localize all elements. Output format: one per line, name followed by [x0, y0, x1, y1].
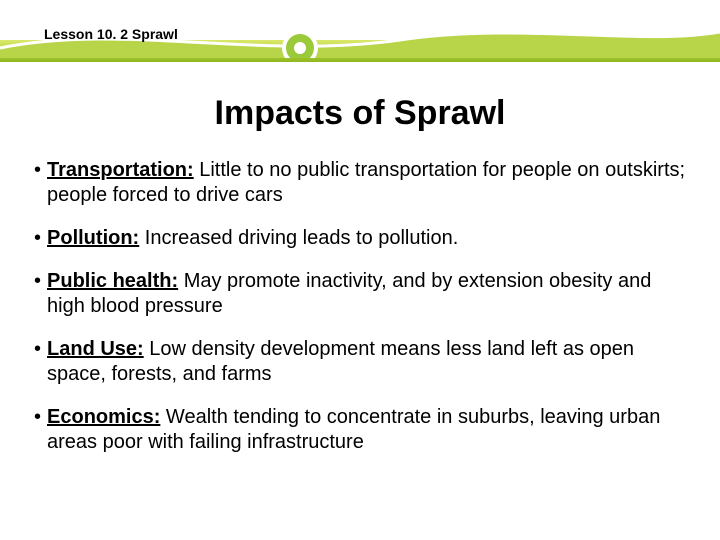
bullet-item: • Land Use: Low density development mean… [34, 337, 686, 387]
band-gradient [0, 40, 720, 62]
bullet-dot-icon: • [34, 269, 41, 319]
bullet-heading: Land Use: [47, 338, 144, 360]
bullet-dot-icon: • [34, 226, 41, 251]
bullet-heading: Economics: [47, 406, 160, 428]
bullet-heading: Transportation: [47, 159, 194, 181]
bullet-dot-icon: • [34, 337, 41, 387]
lesson-tag: Lesson 10. 2 Sprawl [44, 26, 178, 42]
bullet-dot-icon: • [34, 405, 41, 455]
slide-title: Impacts of Sprawl [0, 94, 720, 133]
content-area: • Transportation: Little to no public tr… [34, 158, 686, 473]
bullet-heading: Pollution: [47, 227, 139, 249]
bullet-item: • Public health: May promote inactivity,… [34, 269, 686, 319]
bullet-item: • Transportation: Little to no public tr… [34, 158, 686, 208]
bullet-text: Increased driving leads to pollution. [139, 227, 458, 249]
bullet-heading: Public health: [47, 270, 178, 292]
bullet-item: • Economics: Wealth tending to concentra… [34, 405, 686, 455]
bullet-dot-icon: • [34, 158, 41, 208]
bullet-item: • Pollution: Increased driving leads to … [34, 226, 686, 251]
